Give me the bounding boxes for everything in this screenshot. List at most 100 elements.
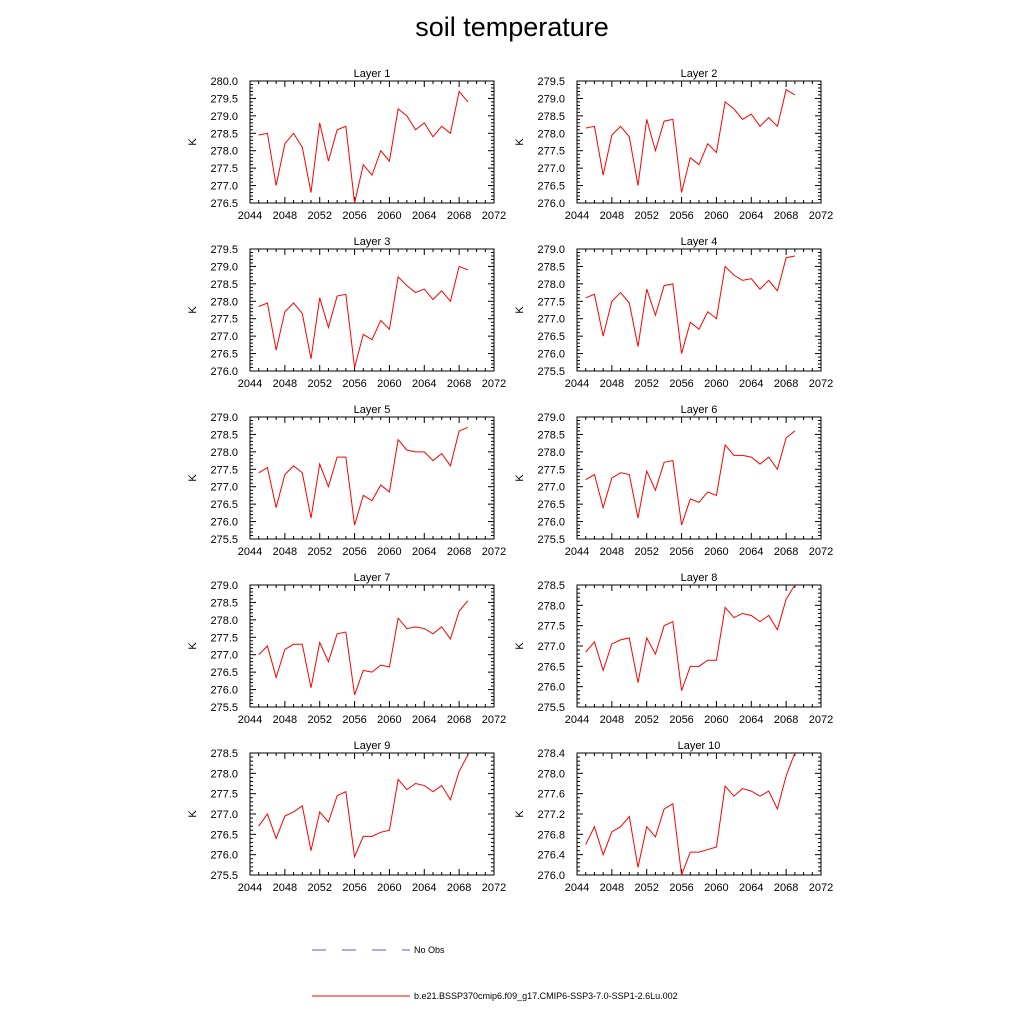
panel-layer-7: Layer 7 K 2044 2048 2052 2056 2060 2064 2068 2072… [187,572,506,726]
x-tick-label: 2064 [739,210,763,222]
x-tick-label: 2052 [307,546,331,558]
series-line [585,584,796,691]
y-tick-label: 278.0 [537,600,565,612]
y-axis-label: K [187,306,199,314]
legend-label-no-obs: No Obs [414,945,445,955]
y-tick-label: 276.5 [210,198,238,210]
y-tick-label: 279.0 [537,412,565,424]
page-title: soil temperature [415,12,609,42]
x-tick-label: 2072 [809,882,833,894]
panel-title: Layer 10 [678,740,721,752]
x-tick-label: 2060 [704,210,728,222]
y-tick-label: 277.5 [210,464,238,476]
y-tick-label: 276.5 [210,349,238,361]
y-tick-label: 277.5 [537,464,565,476]
x-tick-label: 2064 [412,546,436,558]
y-tick-label: 276.5 [210,667,238,679]
x-tick-label: 2052 [307,378,331,390]
x-tick-label: 2068 [447,378,471,390]
y-axis-label: K [514,138,526,146]
y-tick-label: 278.5 [537,111,565,123]
panel-layer-4: Layer 4 K 2044 2048 2052 2056 2060 2064 2068 2072… [514,236,833,390]
x-tick-label: 2048 [600,546,624,558]
y-tick-label: 279.0 [210,412,238,424]
x-tick-label: 2044 [565,546,589,558]
series-line [258,426,469,526]
x-tick-label: 2044 [238,882,262,894]
x-tick-label: 2048 [273,714,297,726]
y-tick-label: 278.0 [210,296,238,308]
panel-title: Layer 4 [681,236,718,248]
y-tick-label: 279.0 [210,580,238,592]
series-line [585,88,796,193]
y-tick-label: 277.5 [537,296,565,308]
series-line [258,600,469,695]
x-tick-label: 2060 [704,882,728,894]
x-tick-label: 2064 [412,714,436,726]
y-tick-label: 278.5 [210,429,238,441]
x-tick-label: 2044 [565,882,589,894]
panel-title: Layer 3 [354,236,391,248]
x-tick-label: 2060 [377,546,401,558]
y-tick-label: 276.0 [537,870,565,882]
y-axis-label: K [514,474,526,482]
plot-frame [576,752,822,876]
y-tick-label: 276.5 [537,331,565,343]
y-tick-label: 278.0 [210,146,238,158]
x-tick-label: 2048 [600,882,624,894]
y-tick-label: 278.5 [210,748,238,760]
y-tick-label: 275.5 [210,534,238,546]
y-tick-label: 278.0 [537,279,565,291]
panel-layer-3: Layer 3 K 2044 2048 2052 2056 2060 2064 2068 2072… [187,236,506,390]
x-tick-label: 2064 [739,378,763,390]
panel-layer-9: Layer 9 K 2044 2048 2052 2056 2060 2064 2068 2072… [187,740,506,894]
y-tick-label: 276.5 [210,829,238,841]
x-tick-label: 2048 [600,378,624,390]
panel-title: Layer 2 [681,68,718,80]
x-tick-label: 2044 [565,210,589,222]
x-tick-label: 2056 [669,546,693,558]
x-tick-label: 2072 [809,210,833,222]
y-tick-label: 278.5 [210,597,238,609]
x-tick-label: 2068 [774,546,798,558]
y-tick-label: 278.5 [537,580,565,592]
x-tick-label: 2056 [342,714,366,726]
y-tick-label: 276.5 [537,181,565,193]
x-tick-label: 2056 [342,882,366,894]
y-tick-label: 277.6 [537,789,565,801]
x-tick-label: 2052 [634,882,658,894]
plot-frame [576,248,822,372]
x-tick-label: 2052 [634,546,658,558]
y-tick-label: 277.2 [537,809,565,821]
y-tick-label: 276.0 [537,198,565,210]
y-tick-label: 279.0 [210,261,238,273]
y-tick-label: 276.4 [537,850,565,862]
y-tick-label: 276.0 [537,517,565,529]
x-tick-label: 2044 [238,378,262,390]
x-tick-label: 2064 [412,378,436,390]
x-tick-label: 2064 [739,546,763,558]
plot-frame [249,416,495,540]
y-tick-label: 277.5 [537,146,565,158]
panel-layer-1: Layer 1 K 2044 2048 2052 2056 2060 2064 2068 2072… [187,68,506,222]
y-tick-label: 278.0 [537,447,565,459]
y-tick-label: 277.0 [537,482,565,494]
panel-title: Layer 6 [681,404,718,416]
x-tick-label: 2068 [774,378,798,390]
y-tick-label: 280.0 [210,76,238,88]
x-tick-label: 2052 [307,210,331,222]
y-axis-label: K [187,642,199,650]
x-tick-label: 2060 [704,378,728,390]
y-tick-label: 278.5 [210,279,238,291]
y-tick-label: 277.0 [537,163,565,175]
y-tick-label: 277.5 [210,789,238,801]
y-tick-label: 276.0 [210,517,238,529]
y-axis-label: K [514,810,526,818]
y-tick-label: 278.5 [537,261,565,273]
x-tick-label: 2044 [565,714,589,726]
y-tick-label: 277.0 [537,314,565,326]
y-tick-label: 275.5 [537,534,565,546]
y-tick-label: 276.5 [210,499,238,511]
panel-layer-10: Layer 10 K 2044 2048 2052 2056 2060 2064 2068 207… [514,740,833,894]
plot-frame [249,752,495,876]
